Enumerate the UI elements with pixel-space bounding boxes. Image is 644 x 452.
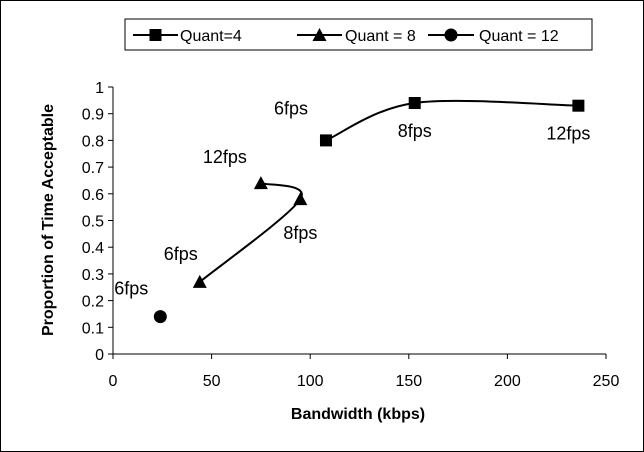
point-label: 6fps bbox=[114, 279, 148, 299]
legend-marker bbox=[149, 29, 162, 41]
data-point bbox=[408, 97, 421, 110]
y-tick-label: 0.1 bbox=[82, 320, 104, 337]
data-point bbox=[293, 192, 308, 206]
y-tick-label: 0.5 bbox=[82, 214, 104, 231]
point-label: 8fps bbox=[283, 223, 317, 243]
y-tick-label: 0.4 bbox=[82, 240, 104, 257]
y-tick-label: 0.9 bbox=[82, 107, 104, 124]
y-tick-label: 0.3 bbox=[82, 267, 104, 284]
x-tick-label: 250 bbox=[593, 373, 620, 390]
series-markers bbox=[153, 97, 585, 324]
y-tick-label: 0.8 bbox=[82, 133, 104, 150]
data-point bbox=[319, 134, 332, 147]
x-axis-title: Bandwidth (kbps) bbox=[291, 406, 425, 423]
x-tick-label: 50 bbox=[203, 373, 221, 390]
legend-marker bbox=[312, 28, 327, 41]
point-label: 12fps bbox=[546, 124, 590, 144]
point-label: 6fps bbox=[164, 244, 198, 264]
axes: 0 0.1 0.2 0.3 0.4 0.5 0.6 0.7 0.8 0.9 1 0 50 100 150 20… bbox=[82, 80, 620, 390]
point-label: 8fps bbox=[398, 121, 432, 141]
x-tick-label: 200 bbox=[494, 373, 521, 390]
legend: Quant=4 Quant = 8 Quant = 12 bbox=[124, 18, 593, 51]
y-axis-title: Proportion of Time Acceptable bbox=[40, 104, 57, 336]
y-tick-label: 0.6 bbox=[82, 187, 104, 204]
data-point bbox=[153, 310, 167, 324]
x-tick-label: 0 bbox=[109, 373, 118, 390]
legend-box bbox=[124, 18, 593, 51]
x-tick-label: 100 bbox=[297, 373, 324, 390]
legend-label: Quant = 12 bbox=[479, 28, 559, 45]
y-tick-label: 0 bbox=[95, 347, 104, 364]
legend-label: Quant=4 bbox=[180, 28, 242, 45]
y-tick-label: 0.2 bbox=[82, 294, 104, 311]
data-point bbox=[253, 176, 268, 190]
data-point bbox=[192, 274, 207, 288]
y-tick-label: 1 bbox=[95, 80, 104, 97]
point-label: 6fps bbox=[274, 98, 308, 118]
y-tick-label: 0.7 bbox=[82, 160, 104, 177]
legend-marker bbox=[444, 28, 458, 42]
x-tick-label: 150 bbox=[395, 373, 422, 390]
point-labels: 6fps 8fps 12fps 6fps 8fps 12fps 6fps bbox=[114, 98, 590, 298]
point-label: 12fps bbox=[203, 147, 247, 167]
data-point bbox=[572, 99, 585, 112]
legend-label: Quant = 8 bbox=[345, 28, 416, 45]
